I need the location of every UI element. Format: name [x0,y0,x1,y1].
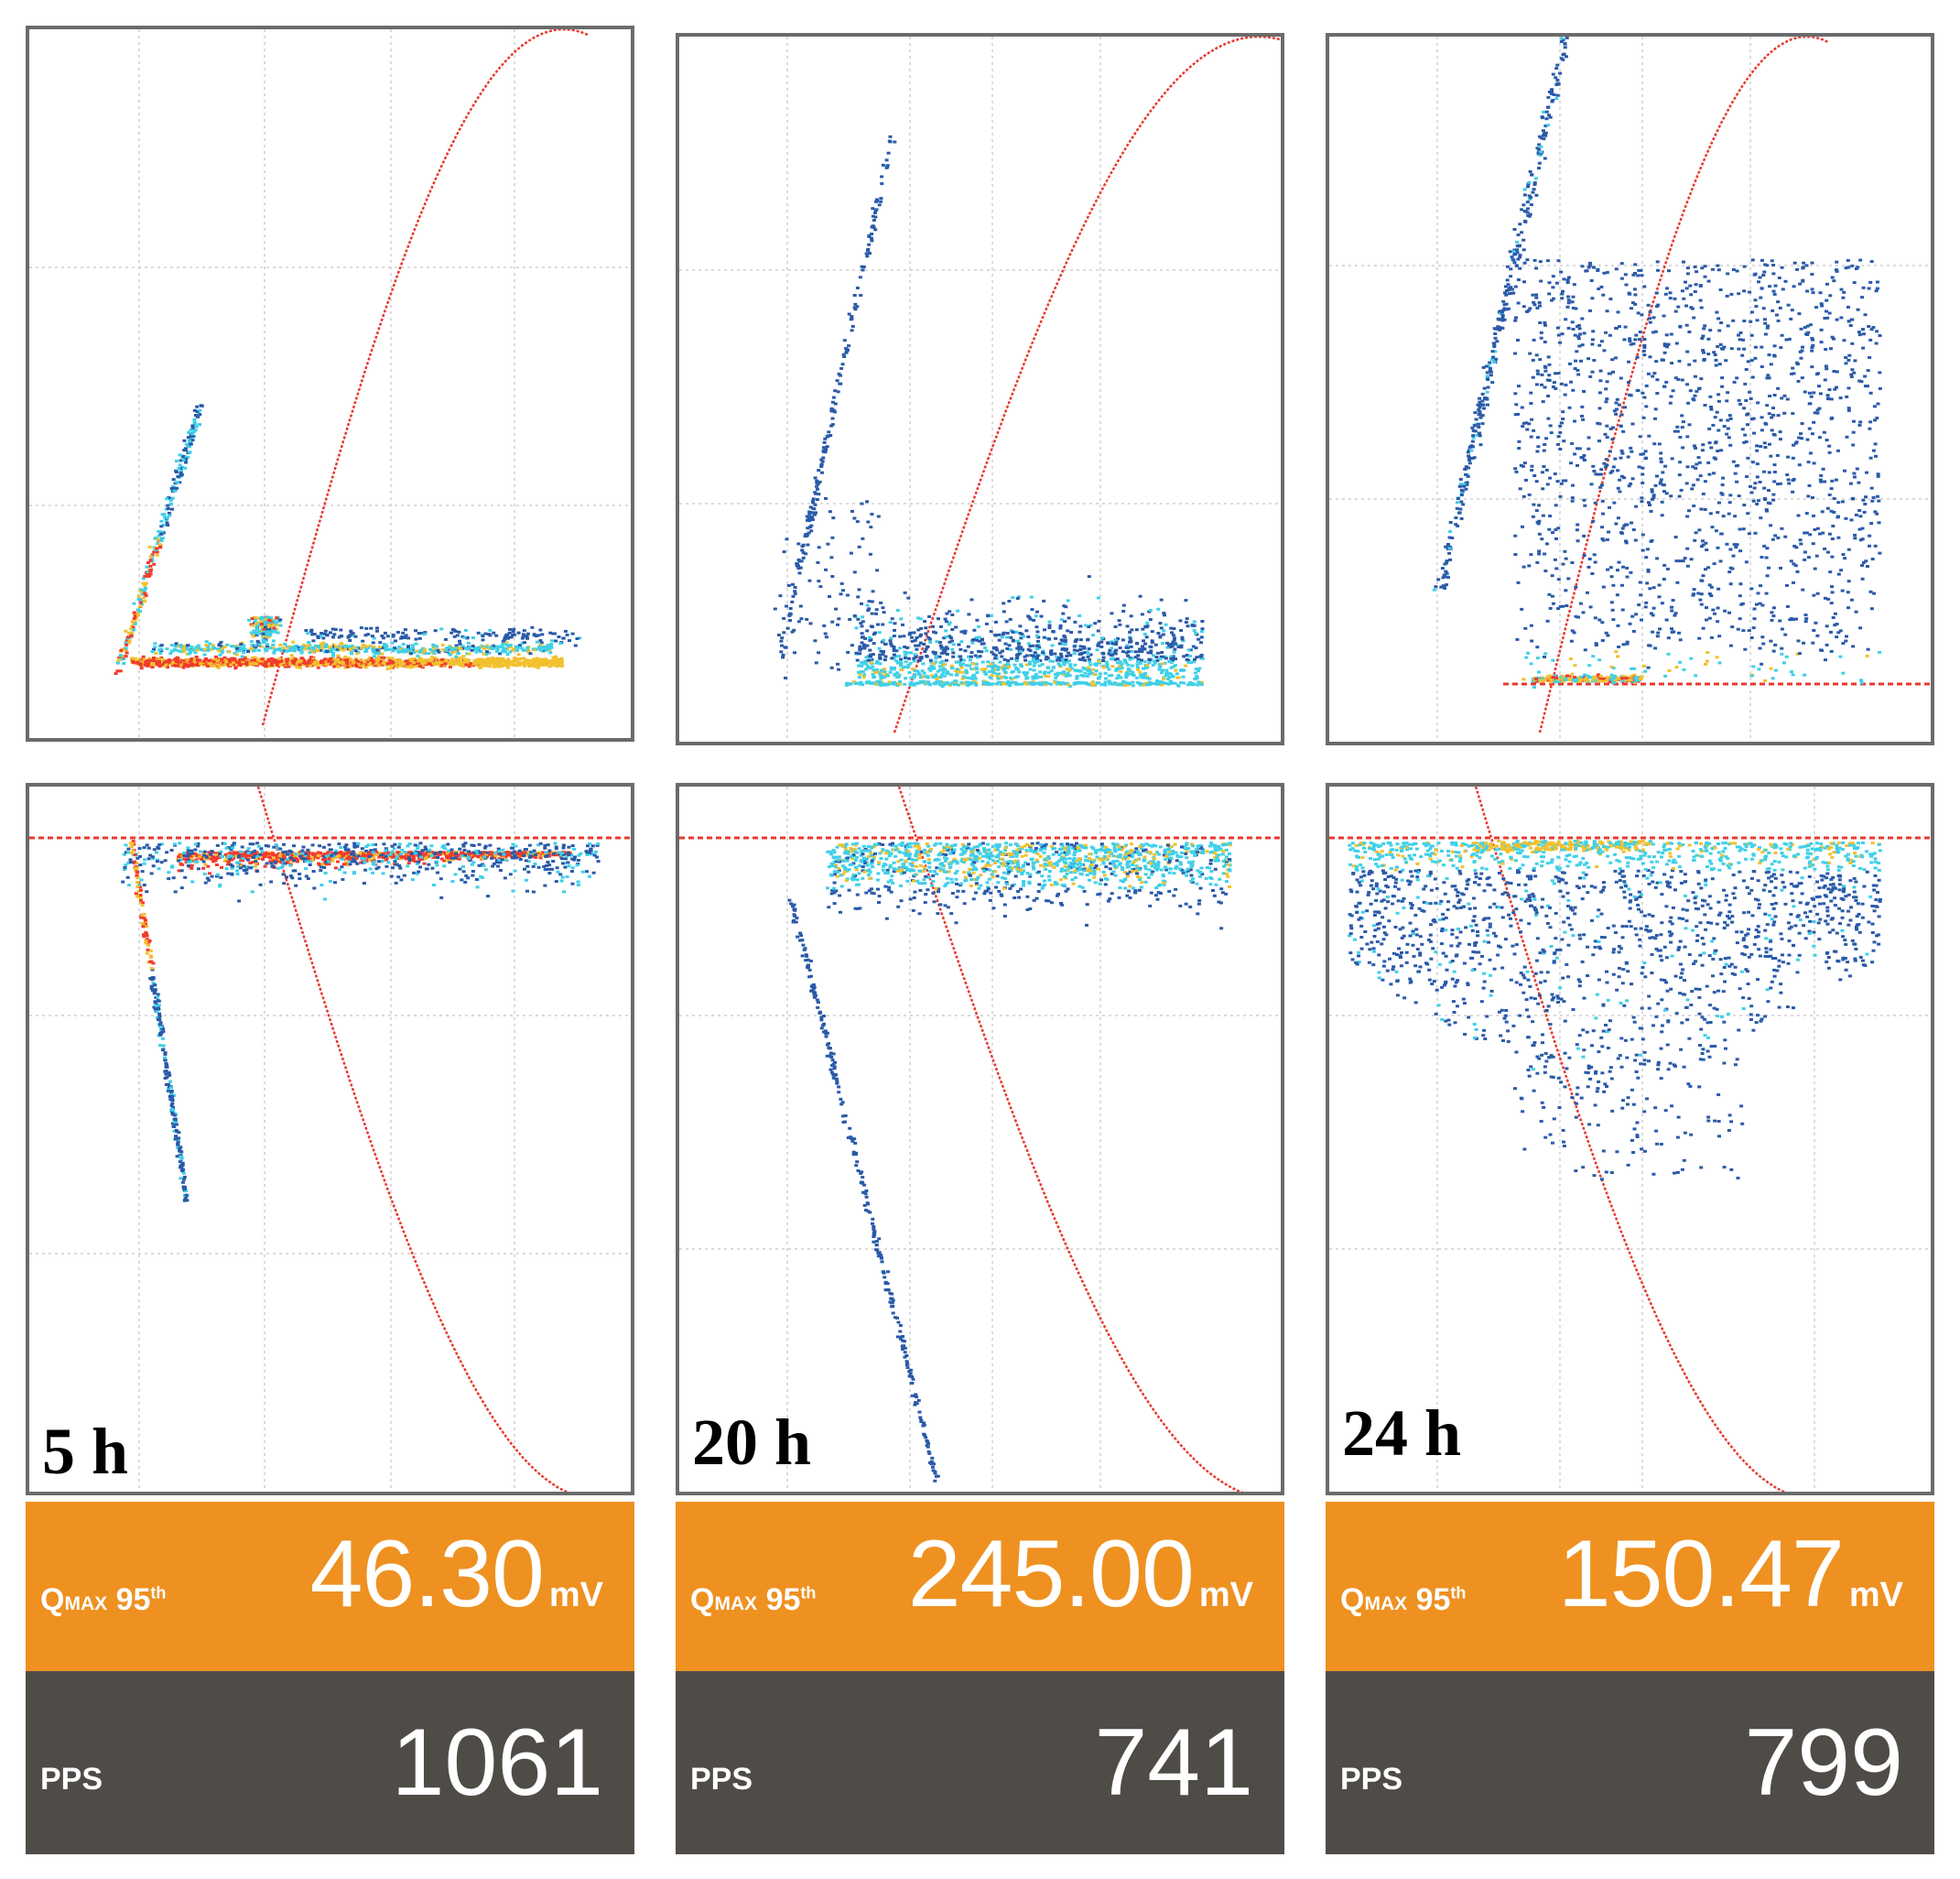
prpd-top-20h-plot [679,37,1281,742]
qmax-box-20h: QMAX 95th 245.00 mV [676,1502,1284,1671]
prpd-top-24h [1326,33,1934,745]
qmax-value-20h: 245.00 mV [907,1521,1253,1627]
qmax-value-24h: 150.47 mV [1557,1521,1903,1627]
qmax-label: QMAX 95th [1340,1582,1467,1617]
pps-label: PPS [40,1762,103,1797]
prpd-top-24h-plot [1329,37,1931,742]
pps-label: PPS [1340,1762,1403,1797]
prpd-bottom-24h: 24 h [1326,783,1934,1495]
discharge-points [787,842,1232,1483]
qmax-value-5h: 46.30 mV [309,1521,603,1627]
prpd-top-5h-plot [29,29,631,738]
pps-label: PPS [690,1762,753,1797]
pps-value-20h: 741 [1094,1710,1253,1816]
sine-reference-curve [897,787,1243,1492]
qmax-label: QMAX 95th [40,1582,167,1617]
qmax-box-5h: QMAX 95th 46.30 mV [26,1502,634,1671]
grid [679,787,1281,1492]
sine-reference-curve [1538,37,1829,733]
grid [1329,37,1931,742]
discharge-points [114,404,582,675]
qmax-label: QMAX 95th [690,1582,817,1617]
discharge-points [773,135,1205,689]
prpd-bottom-20h: 20 h [676,783,1284,1495]
sine-reference-curve [256,787,569,1492]
prpd-bottom-24h-plot [1329,787,1931,1492]
time-label-5h: 5 h [42,1415,129,1488]
pps-box-20h: PPS 741 [676,1671,1284,1854]
discharge-points [1432,37,1882,690]
pps-box-24h: PPS 799 [1326,1671,1934,1854]
discharge-points [121,840,601,1202]
pps-box-5h: PPS 1061 [26,1671,634,1854]
time-label-20h: 20 h [692,1406,812,1479]
time-label-24h: 24 h [1342,1396,1462,1470]
grid [1329,787,1931,1492]
sine-reference-curve [1474,787,1787,1492]
prpd-top-5h [26,26,634,742]
discharge-points [1348,840,1882,1181]
prpd-bottom-5h: 5 h [26,783,634,1495]
prpd-bottom-5h-plot [29,787,631,1492]
pps-value-24h: 799 [1744,1710,1903,1816]
grid [29,787,631,1492]
sine-reference-curve [261,29,589,726]
prpd-bottom-20h-plot [679,787,1281,1492]
pps-value-5h: 1061 [391,1710,603,1816]
prpd-top-20h [676,33,1284,745]
qmax-box-24h: QMAX 95th 150.47 mV [1326,1502,1934,1671]
